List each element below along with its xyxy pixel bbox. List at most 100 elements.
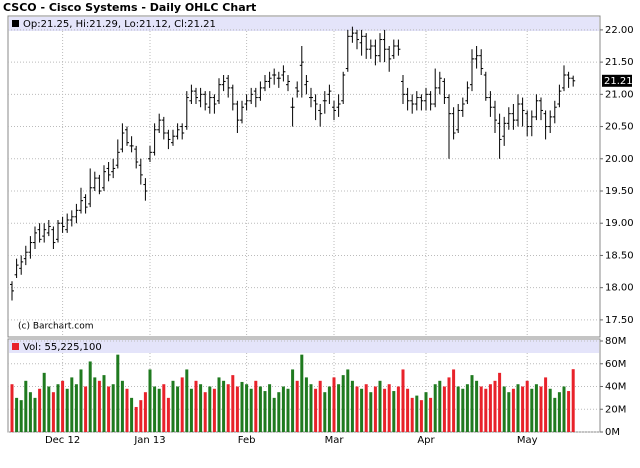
volume-bar (470, 375, 474, 432)
volume-bar (180, 377, 184, 432)
volume-bar (148, 369, 152, 432)
volume-bar (401, 369, 405, 432)
volume-bar (47, 386, 51, 432)
x-tick-label: Dec 12 (45, 435, 80, 446)
last-price-box (602, 74, 632, 87)
volume-bar (341, 375, 345, 432)
volume-bar (534, 384, 538, 432)
volume-y-tick-label: 60M (605, 359, 626, 370)
volume-bar (65, 388, 69, 432)
volume-bar (134, 406, 138, 432)
volume-bar (143, 392, 147, 432)
volume-bar (396, 386, 400, 432)
volume-bar (304, 377, 308, 432)
volume-bar (212, 388, 216, 432)
x-tick-label: Feb (238, 435, 256, 446)
volume-bar (194, 380, 198, 432)
volume-bar (171, 380, 175, 432)
volume-bar (281, 386, 285, 432)
volume-bar (189, 388, 193, 432)
volume-bar (231, 375, 235, 432)
volume-bar (318, 380, 322, 432)
volume-y-tick-label: 40M (605, 382, 626, 393)
y-tick-label: 19.50 (605, 186, 634, 197)
volume-bar (88, 361, 92, 432)
volume-bar (51, 392, 55, 432)
y-tick-label: 17.50 (605, 315, 634, 326)
volume-bar (465, 384, 469, 432)
volume-bar (153, 386, 157, 432)
volume-bar (74, 384, 78, 432)
volume-bar (461, 388, 465, 432)
volume-bar (240, 381, 244, 432)
volume-bar (383, 388, 387, 432)
volume-bar (484, 388, 488, 432)
price-info: Op:21.25, Hi:21.29, Lo:21.12, Cl:21.21 (23, 19, 216, 30)
price-panel (7, 15, 601, 338)
volume-bar (102, 375, 106, 432)
volume-bar (42, 372, 46, 432)
volume-bar (217, 377, 221, 432)
volume-bar (553, 397, 557, 432)
volume-bar (337, 384, 341, 432)
volume-bar (245, 384, 249, 432)
volume-bar (199, 384, 203, 432)
volume-bar (415, 395, 419, 432)
volume-bar (498, 372, 502, 432)
volume-bar (166, 397, 170, 432)
volume-bar (254, 380, 258, 432)
y-tick-label: 18.00 (605, 283, 634, 294)
volume-panel (7, 338, 601, 433)
volume-bar (360, 388, 364, 432)
chart-title: CSCO - Cisco Systems - Daily OHLC Chart (3, 1, 256, 14)
volume-bar (222, 380, 226, 432)
y-tick-label: 20.50 (605, 122, 634, 133)
volume-bar (438, 380, 442, 432)
volume-bar (346, 369, 350, 432)
volume-bar (33, 397, 37, 432)
x-tick-label: Jan 13 (133, 435, 165, 446)
volume-bar (208, 386, 212, 432)
y-tick-label: 19.00 (605, 218, 634, 229)
volume-bar (291, 369, 295, 432)
volume-bar (475, 380, 479, 432)
volume-bar (452, 369, 456, 432)
volume-bar (15, 397, 19, 432)
volume-icon (12, 343, 19, 350)
volume-bar (24, 380, 28, 432)
volume-bar (442, 386, 446, 432)
volume-bar (125, 388, 129, 432)
volume-bar (111, 384, 115, 432)
volume-bar (521, 386, 525, 432)
volume-bar (93, 377, 97, 432)
volume-bar (447, 377, 451, 432)
volume-bar (350, 380, 354, 432)
volume-bar (488, 384, 492, 432)
volume-bar (502, 386, 506, 432)
volume-bar (539, 386, 543, 432)
volume-bar (130, 397, 134, 432)
volume-bar (70, 377, 74, 432)
volume-bar (314, 388, 318, 432)
volume-bar (295, 380, 299, 432)
volume-bar (562, 386, 566, 432)
volume-header (9, 340, 599, 353)
volume-bar (38, 388, 42, 432)
volume-bar (185, 369, 189, 432)
volume-bar (61, 380, 65, 432)
volume-bar (507, 392, 511, 432)
volume-y-tick-label: 80M (605, 336, 626, 347)
volume-bar (530, 388, 534, 432)
volume-bar (387, 384, 391, 432)
volume-y-tick-label: 0M (605, 427, 620, 438)
credit: (c) Barchart.com (18, 322, 94, 332)
volume-bar (176, 386, 180, 432)
volume-bar (249, 388, 253, 432)
volume-bar (268, 384, 272, 432)
y-tick-label: 21.50 (605, 57, 634, 68)
volume-bar (107, 386, 111, 432)
volume-bar (419, 400, 423, 432)
y-tick-label: 21.00 (605, 89, 634, 100)
